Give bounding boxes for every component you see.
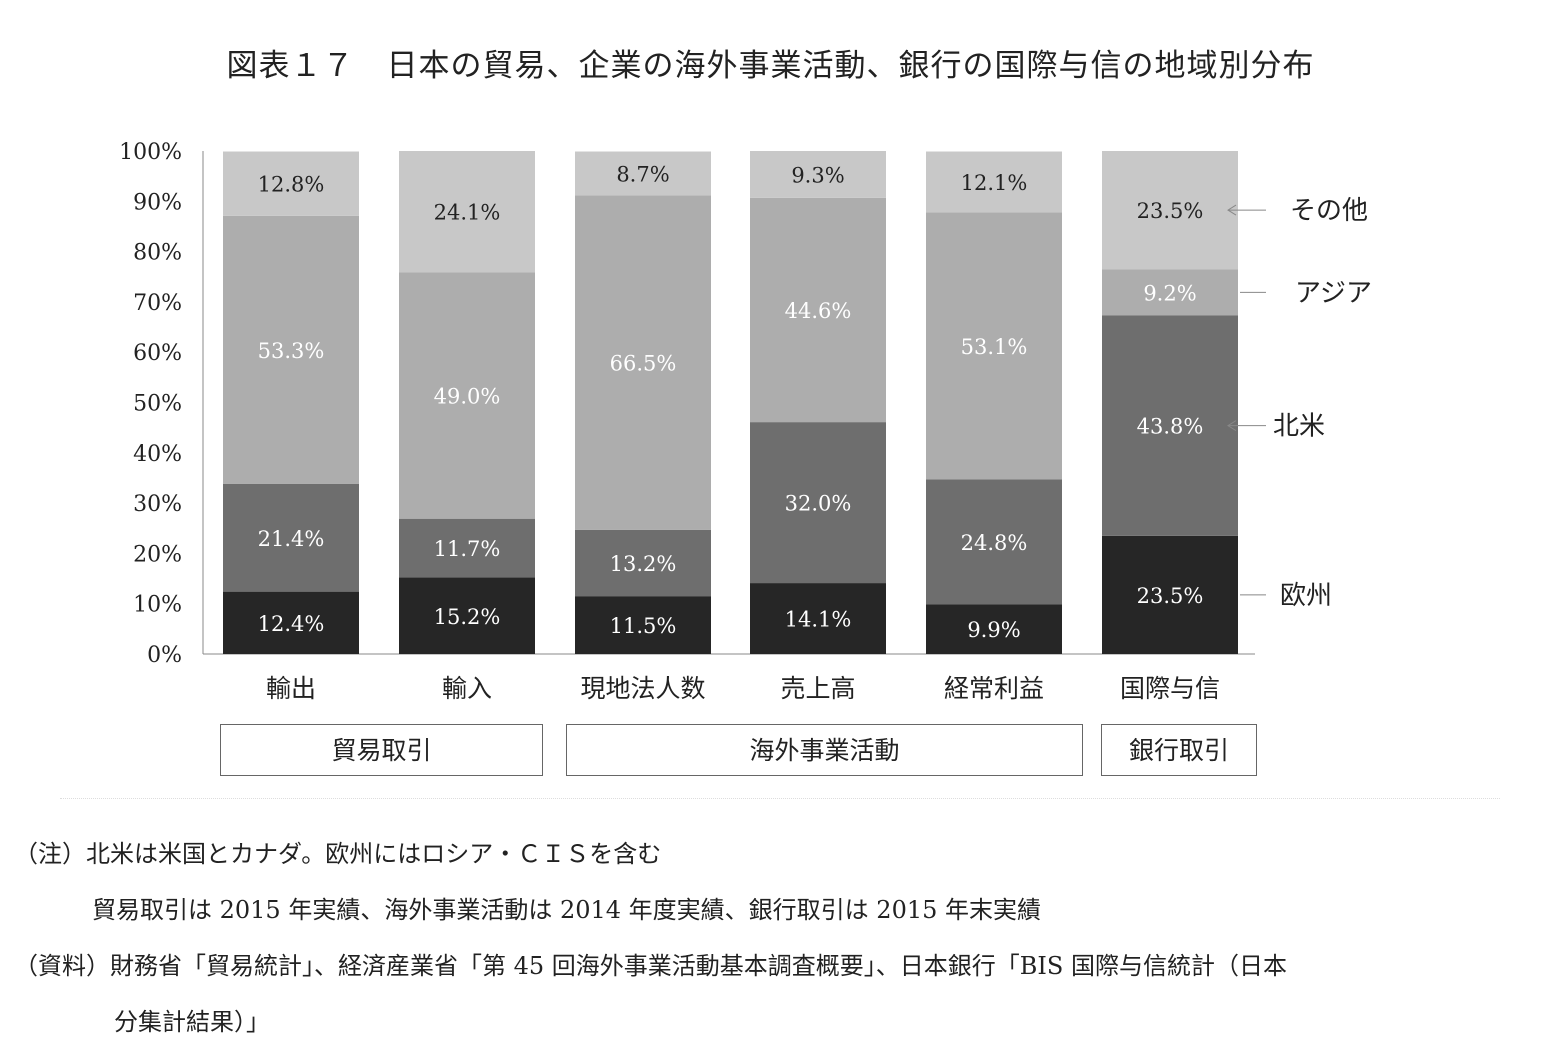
note-line-2: 貿易取引は 2015 年実績、海外事業活動は 2014 年度実績、銀行取引は 2… <box>92 896 1042 924</box>
bar-segment <box>399 272 535 519</box>
bar-segment <box>223 483 359 592</box>
bar-segment <box>926 151 1062 213</box>
y-tick-label: 30% <box>133 492 182 517</box>
data-label: 44.6% <box>785 299 852 323</box>
bar-segment <box>399 518 535 578</box>
legend-label: アジア <box>1295 278 1372 308</box>
data-label: 66.5% <box>610 352 677 376</box>
data-label: 53.3% <box>258 339 325 363</box>
y-tick-label: 10% <box>133 593 182 618</box>
bar-segment <box>926 479 1062 605</box>
bar-segment <box>750 583 886 654</box>
y-tick-label: 90% <box>133 190 182 215</box>
section-divider <box>60 798 1500 799</box>
bar-segment <box>575 151 711 196</box>
bar-segment <box>223 215 359 484</box>
data-label: 11.7% <box>434 537 501 561</box>
source-line-1: （資料）財務省「貿易統計」、経済産業省「第 45 回海外事業活動基本調査概要」、… <box>14 952 1287 980</box>
chart-title: 図表１７ 日本の貿易、企業の海外事業活動、銀行の国際与信の地域別分布 <box>226 48 1315 84</box>
legend-arrowhead <box>1227 420 1237 432</box>
y-tick-label: 80% <box>133 241 182 266</box>
data-label: 11.5% <box>610 614 677 638</box>
x-tick-label: 売上高 <box>780 674 855 703</box>
data-label: 14.1% <box>785 608 852 632</box>
y-tick-label: 70% <box>133 291 182 316</box>
x-tick-label: 国際与信 <box>1120 674 1220 703</box>
y-tick-label: 50% <box>133 392 182 417</box>
group-box-overseas-business: 海外事業活動 <box>566 724 1083 776</box>
bar-segment <box>399 151 535 273</box>
bar-segment <box>223 151 359 216</box>
data-label: 9.2% <box>1143 281 1196 305</box>
data-label: 24.8% <box>961 531 1028 555</box>
legend-label: その他 <box>1290 196 1368 226</box>
bar-segment <box>750 422 886 584</box>
bar-segment <box>1102 151 1238 270</box>
y-tick-label: 100% <box>119 140 182 165</box>
data-label: 24.1% <box>434 201 501 225</box>
x-tick-label: 経常利益 <box>944 674 1044 703</box>
bar-segment <box>750 151 886 198</box>
data-label: 23.5% <box>1137 199 1204 223</box>
x-tick-label: 輸出 <box>266 674 316 703</box>
data-label: 21.4% <box>258 527 325 551</box>
bar-segment <box>223 591 359 654</box>
y-tick-label: 60% <box>133 341 182 366</box>
y-tick-label: 20% <box>133 542 182 567</box>
data-label: 9.3% <box>791 163 844 187</box>
bar-segment <box>575 596 711 654</box>
bar-segment <box>1102 269 1238 316</box>
data-label: 23.5% <box>1137 584 1204 608</box>
y-tick-label: 40% <box>133 442 182 467</box>
data-label: 8.7% <box>616 162 669 186</box>
notes: （注）北米は米国とカナダ。欧州にはロシア・ＣＩＳを含む 貿易取引は 2015 年… <box>14 826 1287 1050</box>
note-line-1: （注）北米は米国とカナダ。欧州にはロシア・ＣＩＳを含む <box>14 840 662 868</box>
data-label: 15.2% <box>434 605 501 629</box>
group-box-trade: 貿易取引 <box>220 724 543 776</box>
group-box-bank: 銀行取引 <box>1101 724 1257 776</box>
data-label: 12.8% <box>258 173 325 197</box>
bar-segment <box>1102 535 1238 654</box>
bar-segment <box>1102 315 1238 536</box>
bar-segment <box>575 195 711 530</box>
source-line-2: 分集計結果）」 <box>114 1008 270 1036</box>
data-label: 12.1% <box>961 171 1028 195</box>
x-tick-label: 輸入 <box>442 674 492 703</box>
data-label: 53.1% <box>961 335 1028 359</box>
bar-segment <box>399 577 535 654</box>
x-tick-label: 現地法人数 <box>580 674 705 703</box>
stacked-bar-chart: 0% 10% 20% 30% 40% 50% 60% 70% 80% 90% 100% 12.4% 21… <box>119 140 1372 703</box>
bar-segment <box>575 529 711 597</box>
data-label: 9.9% <box>967 618 1020 642</box>
bar-segment <box>750 197 886 423</box>
legend-label: 北米 <box>1273 412 1325 442</box>
bar-segment <box>926 604 1062 654</box>
legend-arrowhead <box>1227 204 1237 216</box>
data-label: 13.2% <box>610 552 677 576</box>
legend-label: 欧州 <box>1280 581 1332 611</box>
data-label: 12.4% <box>258 612 325 636</box>
y-tick-label: 0% <box>147 643 182 668</box>
bar-segment <box>926 212 1062 480</box>
data-label: 32.0% <box>785 492 852 516</box>
data-label: 49.0% <box>434 384 501 408</box>
data-label: 43.8% <box>1137 415 1204 439</box>
